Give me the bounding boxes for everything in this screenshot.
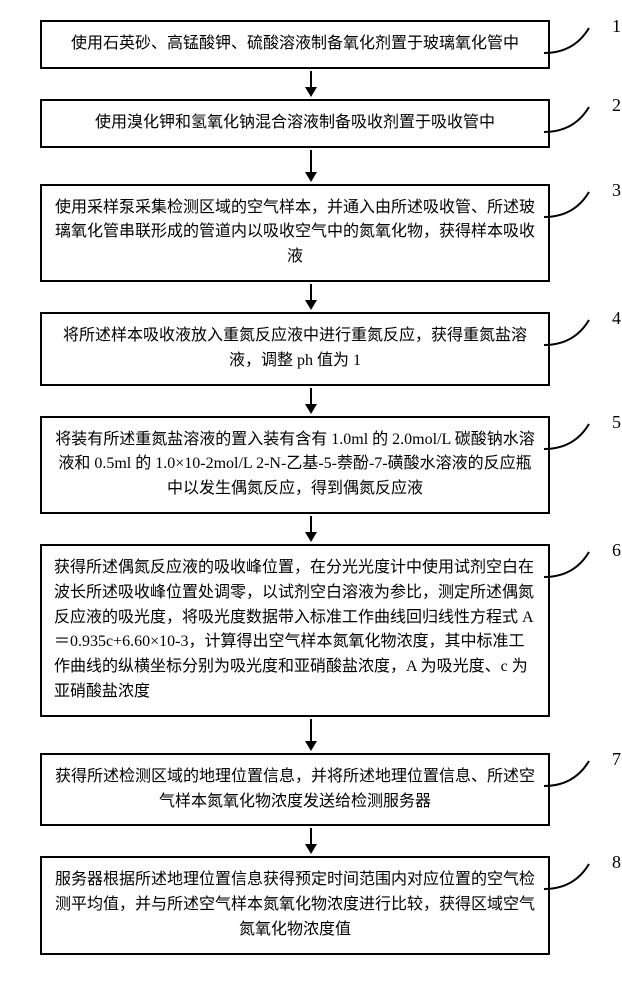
flow-arrow <box>10 719 612 751</box>
flow-step-text: 服务器根据所述地理位置信息获得预定时间范围内对应位置的空气检测平均值，并与所述空… <box>55 871 535 938</box>
flow-arrow <box>10 150 612 182</box>
step-number: 3 <box>612 180 621 201</box>
step-number: 6 <box>612 540 621 561</box>
flow-step-text: 使用溴化钾和氢氧化钠混合溶液制备吸收剂置于吸收管中 <box>95 114 495 131</box>
flow-arrow <box>10 516 612 542</box>
step-number-connector <box>550 856 610 882</box>
flow-step-text: 使用采样泵采集检测区域的空气样本，并通入由所述吸收管、所述玻璃氧化管串联形成的管… <box>55 199 535 266</box>
flow-step-text: 获得所述偶氮反应液的吸收峰位置，在分光光度计中使用试剂空白在波长所述吸收峰位置处… <box>54 559 534 700</box>
flow-arrow <box>10 828 612 854</box>
step-number: 2 <box>612 95 621 116</box>
flow-step-text: 使用石英砂、高锰酸钾、硫酸溶液制备氧化剂置于玻璃氧化管中 <box>71 35 519 52</box>
flow-step: 将装有所述重氮盐溶液的置入装有含有 1.0ml 的 2.0mol/L 碳酸钠水溶… <box>10 416 612 514</box>
flow-step-box: 获得所述检测区域的地理位置信息，并将所述地理位置信息、所述空气样本氮氧化物浓度发… <box>40 753 550 827</box>
flowchart-container: 使用石英砂、高锰酸钾、硫酸溶液制备氧化剂置于玻璃氧化管中 1 使用溴化钾和氢氧化… <box>10 20 612 955</box>
flow-step-text: 将所述样本吸收液放入重氮反应液中进行重氮反应，获得重氮盐溶液，调整 ph 值为 … <box>63 327 527 369</box>
flow-arrow <box>10 388 612 414</box>
step-number-connector <box>550 753 610 779</box>
flow-step-box: 使用采样泵采集检测区域的空气样本，并通入由所述吸收管、所述玻璃氧化管串联形成的管… <box>40 184 550 282</box>
flow-step-box: 获得所述偶氮反应液的吸收峰位置，在分光光度计中使用试剂空白在波长所述吸收峰位置处… <box>40 544 550 717</box>
flow-step-text: 获得所述检测区域的地理位置信息，并将所述地理位置信息、所述空气样本氮氧化物浓度发… <box>55 768 535 810</box>
step-number: 5 <box>612 412 621 433</box>
flow-step: 获得所述偶氮反应液的吸收峰位置，在分光光度计中使用试剂空白在波长所述吸收峰位置处… <box>10 544 612 717</box>
flow-step: 服务器根据所述地理位置信息获得预定时间范围内对应位置的空气检测平均值，并与所述空… <box>10 856 612 954</box>
step-number-connector <box>550 184 610 210</box>
flow-step: 将所述样本吸收液放入重氮反应液中进行重氮反应，获得重氮盐溶液，调整 ph 值为 … <box>10 312 612 386</box>
flow-arrow <box>10 284 612 310</box>
flow-step-box: 服务器根据所述地理位置信息获得预定时间范围内对应位置的空气检测平均值，并与所述空… <box>40 856 550 954</box>
flow-step: 获得所述检测区域的地理位置信息，并将所述地理位置信息、所述空气样本氮氧化物浓度发… <box>10 753 612 827</box>
flow-step: 使用溴化钾和氢氧化钠混合溶液制备吸收剂置于吸收管中 2 <box>10 99 612 148</box>
flow-step: 使用采样泵采集检测区域的空气样本，并通入由所述吸收管、所述玻璃氧化管串联形成的管… <box>10 184 612 282</box>
flow-arrow <box>10 71 612 97</box>
flow-step-text: 将装有所述重氮盐溶液的置入装有含有 1.0ml 的 2.0mol/L 碳酸钠水溶… <box>55 431 534 498</box>
step-number-connector <box>550 416 610 442</box>
step-number: 7 <box>612 749 621 770</box>
flow-step-box: 使用石英砂、高锰酸钾、硫酸溶液制备氧化剂置于玻璃氧化管中 <box>40 20 550 69</box>
step-number: 8 <box>612 852 621 873</box>
step-number: 4 <box>612 308 621 329</box>
step-number: 1 <box>612 16 621 37</box>
step-number-connector <box>550 20 610 46</box>
step-number-connector <box>550 312 610 338</box>
step-number-connector <box>550 544 610 570</box>
step-number-connector <box>550 99 610 125</box>
flow-step: 使用石英砂、高锰酸钾、硫酸溶液制备氧化剂置于玻璃氧化管中 1 <box>10 20 612 69</box>
flow-step-box: 使用溴化钾和氢氧化钠混合溶液制备吸收剂置于吸收管中 <box>40 99 550 148</box>
flow-step-box: 将装有所述重氮盐溶液的置入装有含有 1.0ml 的 2.0mol/L 碳酸钠水溶… <box>40 416 550 514</box>
flow-step-box: 将所述样本吸收液放入重氮反应液中进行重氮反应，获得重氮盐溶液，调整 ph 值为 … <box>40 312 550 386</box>
